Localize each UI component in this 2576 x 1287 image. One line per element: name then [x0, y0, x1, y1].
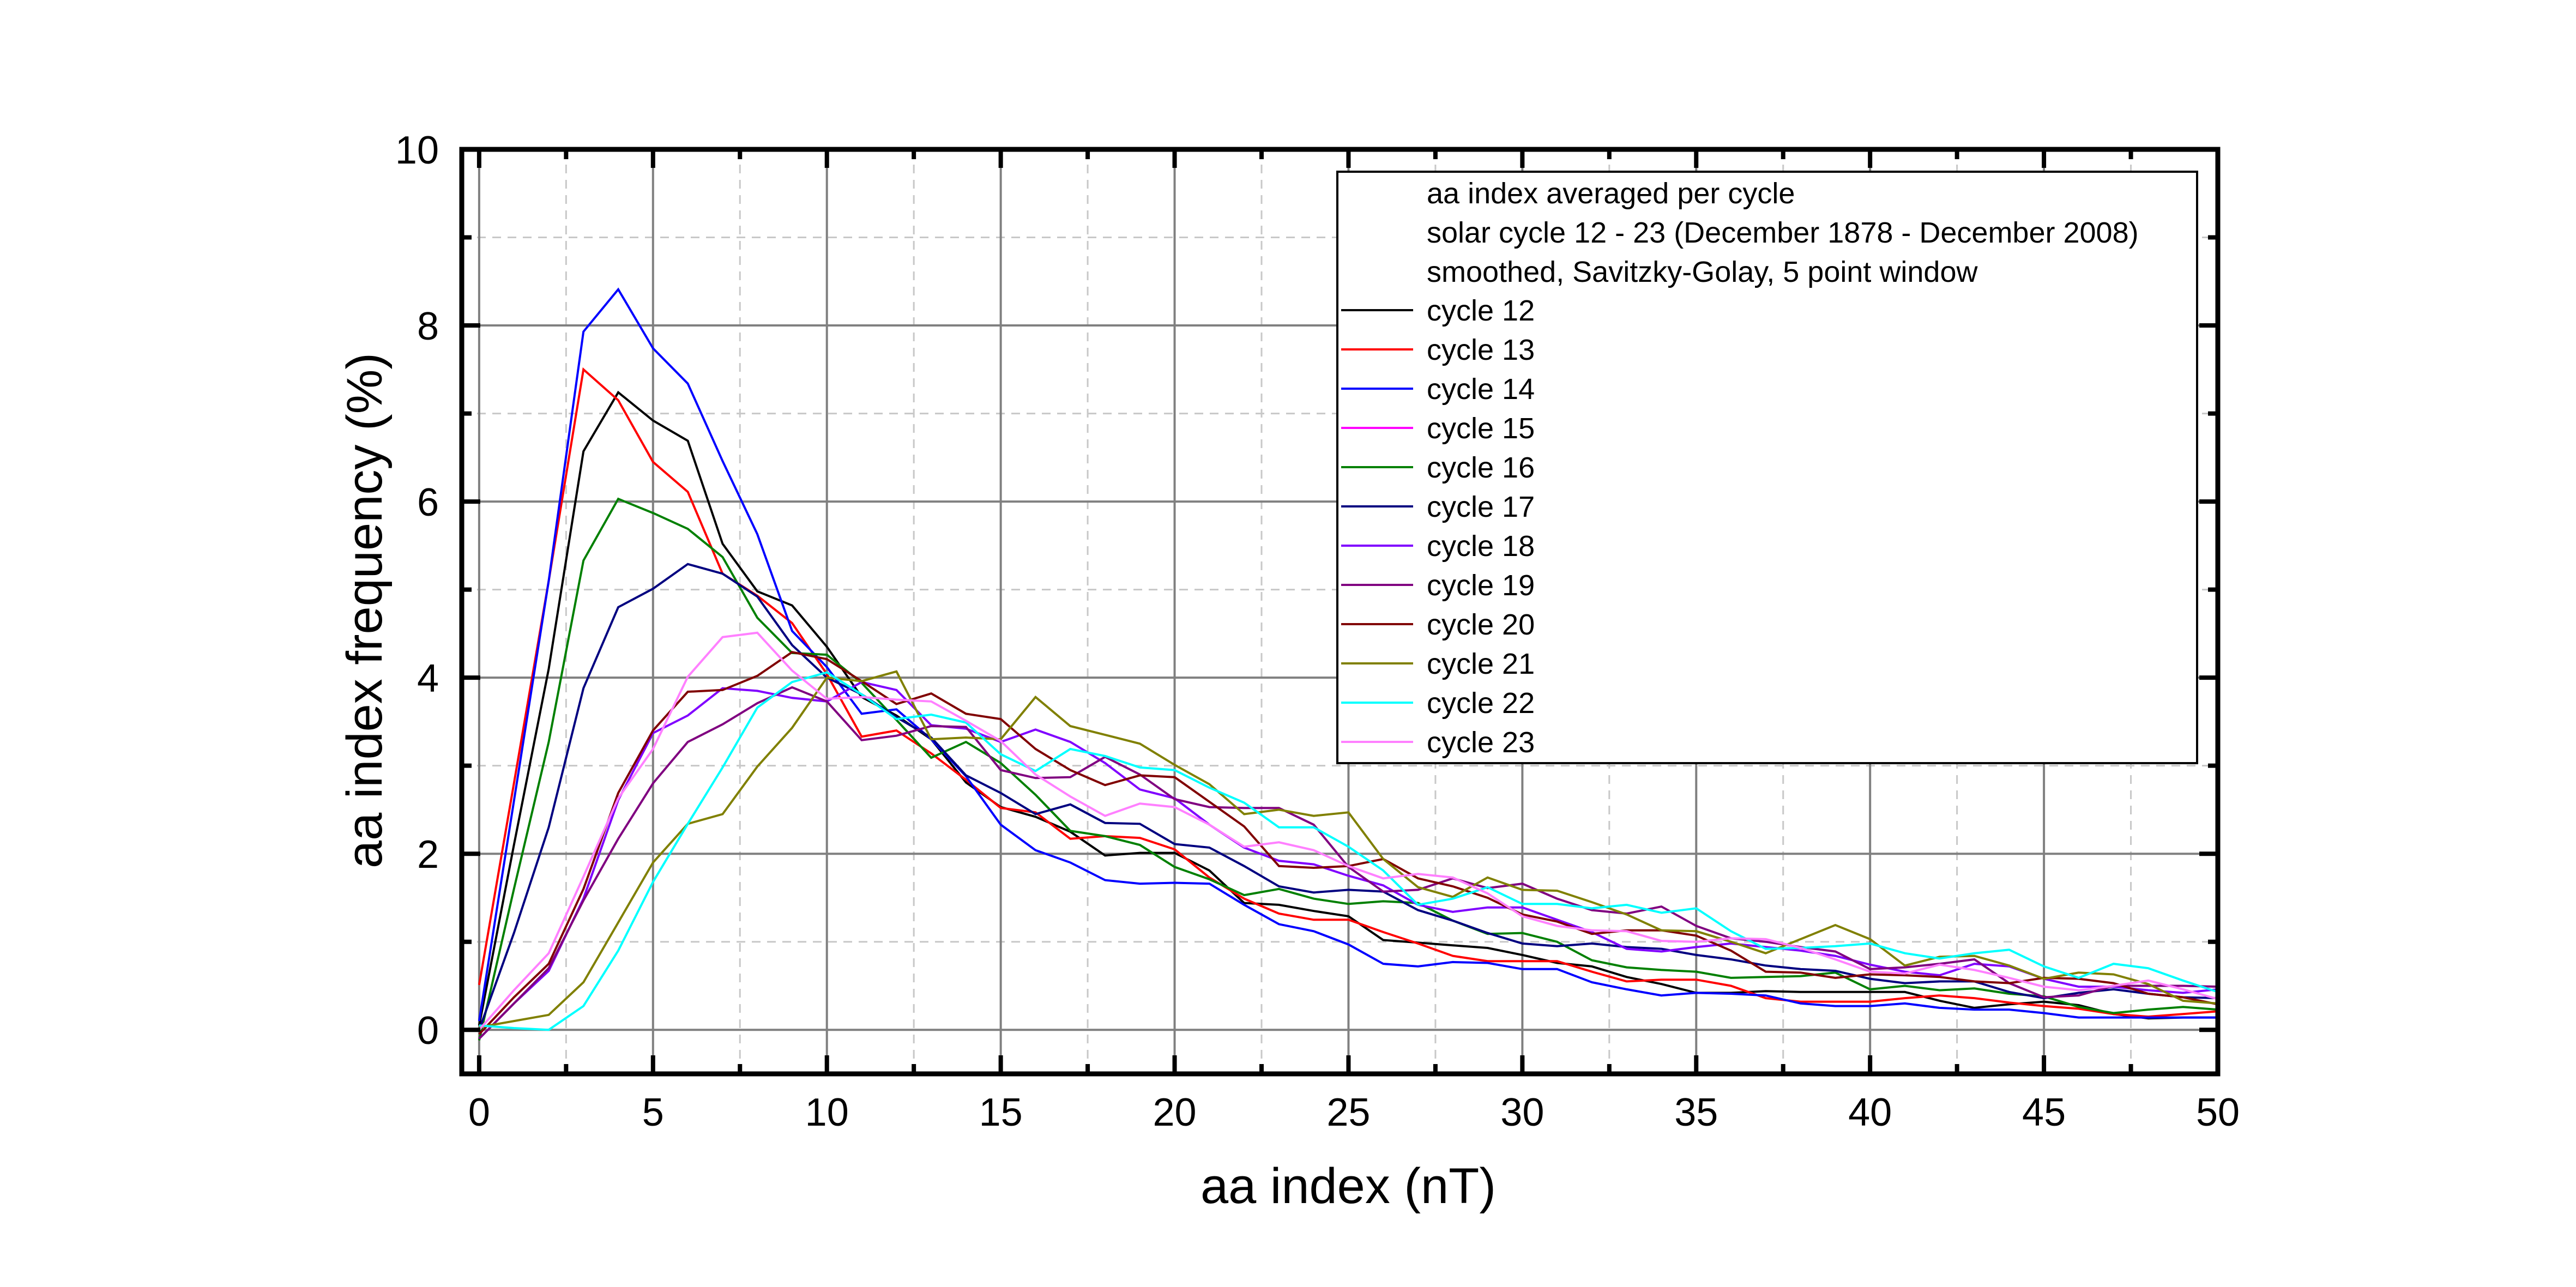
x-tick-label: 15 [979, 1091, 1023, 1134]
x-tick-label: 25 [1326, 1091, 1370, 1134]
series-line-cycle-21 [479, 670, 2218, 1029]
x-tick-label: 50 [2196, 1091, 2240, 1134]
series-line-cycle-13 [478, 367, 2218, 1018]
y-tick-label: 4 [417, 657, 439, 700]
axes-frame [459, 147, 2221, 1077]
legend-label: cycle 14 [1427, 373, 1535, 406]
legend-label: cycle 16 [1427, 451, 1535, 484]
legend-label: cycle 19 [1427, 569, 1535, 602]
y-tick-label: 10 [395, 129, 439, 172]
x-tick-label: 45 [2022, 1091, 2066, 1134]
series-line-cycle-18 [478, 681, 2218, 1040]
x-axis-title: aa index (nT) [1200, 1158, 1496, 1214]
series-line-cycle-17 [478, 563, 2218, 1030]
series-lines [478, 287, 2218, 1041]
legend-label: cycle 12 [1427, 294, 1535, 327]
x-tick-label: 10 [805, 1091, 849, 1134]
legend-box [1336, 171, 2198, 764]
y-tick-label: 8 [417, 305, 439, 348]
x-tick-label: 0 [468, 1091, 490, 1134]
plot-frame [459, 147, 2221, 1077]
legend: aa index averaged per cycle solar cycle … [1336, 171, 2198, 764]
y-tick-label: 2 [417, 833, 439, 877]
legend-entries: cycle 12 cycle 13 cycle 14 cycle 15 cycle 16… [1341, 294, 1535, 759]
series-line-cycle-22 [479, 671, 2218, 1031]
x-tick-label: 35 [1674, 1091, 1718, 1134]
legend-label: cycle 20 [1427, 608, 1535, 641]
series-line-cycle-16 [478, 497, 2218, 1041]
series-line-cycle-12 [478, 390, 2218, 1026]
legend-label: cycle 22 [1427, 687, 1535, 720]
legend-label: cycle 21 [1427, 648, 1535, 680]
x-tick-label: 40 [1848, 1091, 1892, 1134]
legend-header-line: smoothed, Savitzky-Golay, 5 point window [1427, 256, 1978, 288]
y-tick-labels: 0 2 4 6 8 10 [395, 129, 439, 1053]
y-tick-label: 6 [417, 481, 439, 524]
legend-label: cycle 13 [1427, 334, 1535, 366]
x-tick-labels: 0 5 10 15 20 25 30 35 40 45 50 [468, 1091, 2240, 1134]
x-tick-label: 20 [1153, 1091, 1196, 1134]
series-line-cycle-23 [478, 631, 2218, 1031]
x-tick-label: 5 [642, 1091, 664, 1134]
x-tick-label: 30 [1500, 1091, 1544, 1134]
series-line-cycle-14 [478, 287, 2218, 1022]
legend-label: cycle 15 [1427, 412, 1535, 445]
y-tick-label: 0 [417, 1009, 439, 1053]
y-axis-title: aa index frequency (%) [337, 353, 393, 868]
legend-label: cycle 18 [1427, 530, 1535, 563]
axis-ticks [462, 147, 2220, 1074]
legend-label: cycle 17 [1427, 491, 1535, 523]
legend-label: cycle 23 [1427, 726, 1535, 759]
legend-header-line: solar cycle 12 - 23 (December 1878 - Dec… [1427, 216, 2139, 249]
legend-header-line: aa index averaged per cycle [1427, 177, 1795, 210]
